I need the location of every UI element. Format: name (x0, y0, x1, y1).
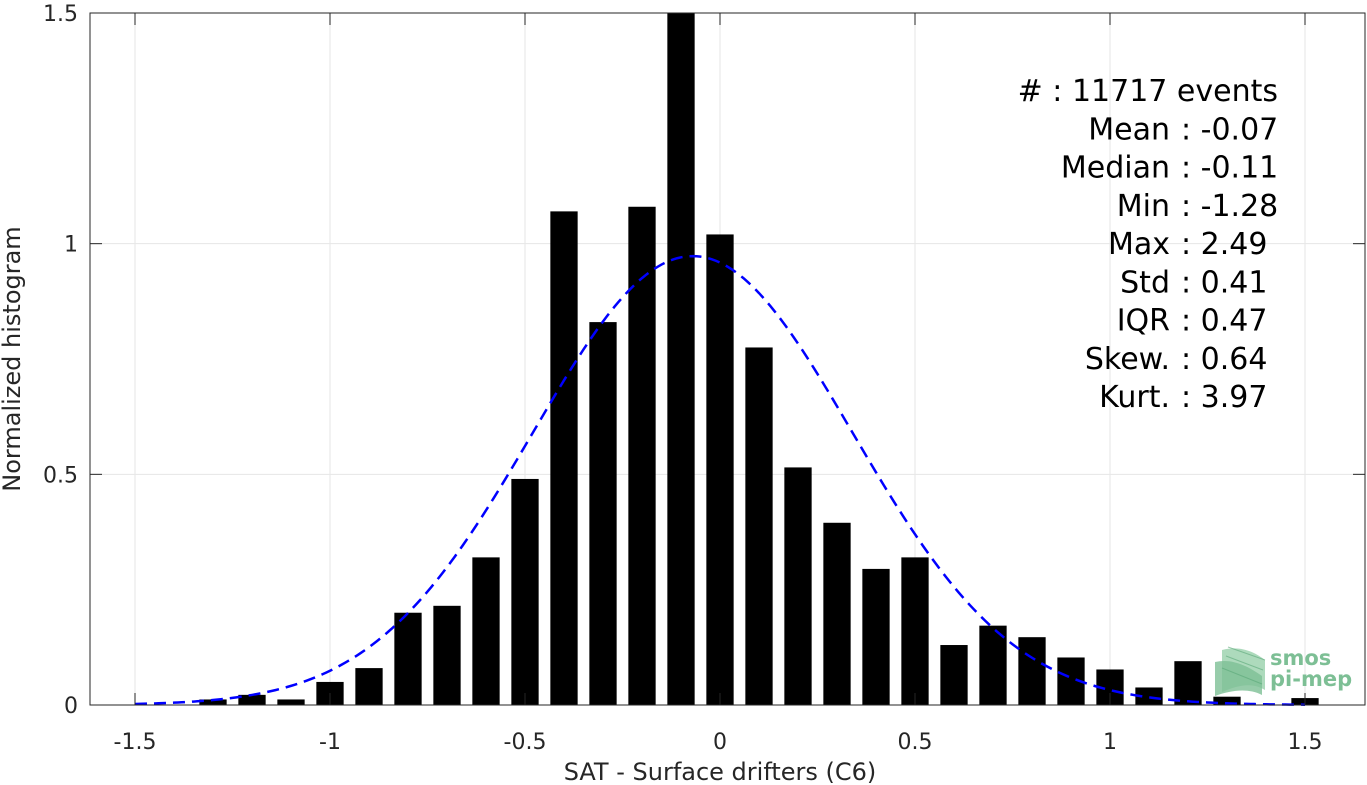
x-tick-label: 1 (1103, 730, 1117, 755)
logo-text-pi-mep: pi-mep (1270, 667, 1352, 691)
histogram-bar (979, 625, 1007, 705)
stat-value: : -1.28 (1181, 189, 1278, 224)
histogram-bar (277, 699, 305, 705)
stat-label: IQR (1117, 304, 1170, 339)
histogram-bars (199, 13, 1319, 705)
histogram-bar (823, 522, 851, 705)
stat-label: Median (1061, 151, 1170, 186)
y-axis-label: Normalized histogram (0, 226, 26, 491)
x-tick-label: 1.5 (1288, 730, 1323, 755)
histogram-bar (394, 612, 422, 705)
x-tick-label: -1.5 (114, 730, 157, 755)
stat-label: Mean (1088, 112, 1170, 147)
x-axis-label: SAT - Surface drifters (C6) (564, 758, 877, 785)
histogram-bar (1213, 696, 1241, 705)
stat-label: Kurt. (1099, 380, 1170, 415)
histogram-bar (199, 699, 227, 705)
histogram-bar (745, 347, 773, 705)
x-tick-label: 0.5 (898, 730, 933, 755)
stat-label: Skew. (1085, 342, 1170, 377)
histogram-bar (433, 605, 461, 705)
histogram-bar (238, 694, 266, 705)
stat-value: : -0.07 (1181, 112, 1278, 147)
histogram-bar (628, 206, 656, 705)
axis-ticks (90, 12, 1365, 706)
x-tick-label: -0.5 (504, 730, 547, 755)
stat-value: : 2.49 (1181, 227, 1267, 262)
histogram-bar (1018, 637, 1046, 705)
histogram-bar (511, 478, 539, 705)
stat-label: Std (1120, 265, 1170, 300)
y-tick-label: 1 (64, 233, 78, 258)
y-tick-label: 0 (64, 694, 78, 719)
histogram-bar (550, 211, 578, 705)
histogram-bar (901, 557, 929, 705)
stat-value: : 0.41 (1181, 265, 1267, 300)
stat-label: Min (1117, 189, 1170, 224)
stat-value: : -0.11 (1181, 151, 1278, 186)
histogram-bar (706, 234, 734, 705)
x-tick-labels: -1.5 -1 -0.5 0 0.5 1 1.5 (114, 730, 1323, 755)
logo-text-smos: smos (1270, 646, 1331, 670)
gaussian-fit-curve (134, 254, 1306, 706)
stat-value: : 0.64 (1181, 342, 1267, 377)
histogram-bar (667, 13, 695, 705)
wave-logo-icon (1215, 646, 1266, 696)
x-tick-label: -1 (319, 730, 341, 755)
y-tick-label: 0.5 (43, 463, 78, 488)
histogram-bar (862, 568, 890, 705)
histogram-bar (1135, 687, 1163, 705)
histogram-bar (940, 645, 968, 705)
histogram-bar (784, 467, 812, 705)
plot-frame (89, 12, 1366, 706)
stat-label: Max (1108, 227, 1170, 262)
stat-count: # : 11717 events (1018, 74, 1278, 109)
histogram-bar (589, 322, 617, 705)
gaussian-fit-line (134, 254, 1306, 706)
stat-value: : 0.47 (1181, 304, 1267, 339)
y-tick-labels: 0 0.5 1 1.5 (43, 2, 78, 719)
stat-value: : 3.97 (1181, 380, 1267, 415)
histogram-bar (355, 668, 383, 705)
histogram-bar (1174, 661, 1202, 705)
x-tick-label: 0 (713, 730, 727, 755)
y-tick-label: 1.5 (43, 2, 78, 27)
smos-pi-mep-logo: smos pi-mep (1215, 646, 1352, 696)
histogram-bar (472, 557, 500, 705)
